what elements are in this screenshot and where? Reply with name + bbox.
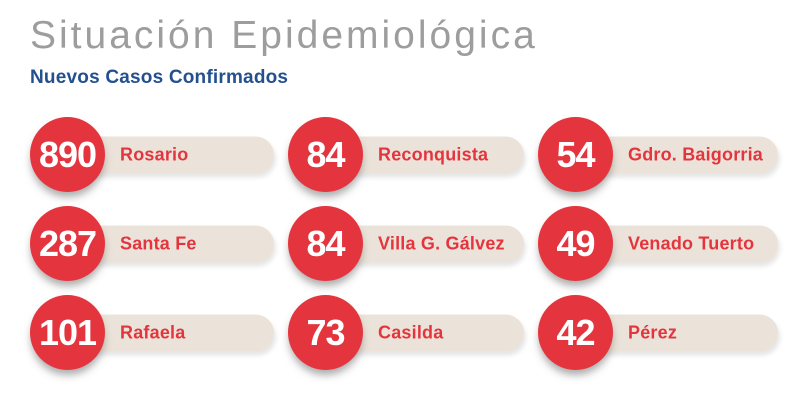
badge-label: Venado Tuerto — [628, 233, 755, 253]
badge-rosario: 890 Rosario — [30, 117, 274, 192]
page-title: Situación Epidemiológica — [30, 14, 538, 57]
badge-casilda: 73 Casilda — [288, 295, 524, 370]
badge-count: 42 — [538, 295, 613, 370]
badge-venado-tuerto: 49 Venado Tuerto — [538, 206, 778, 281]
page-subtitle: Nuevos Casos Confirmados — [30, 66, 289, 88]
badge-count: 101 — [30, 295, 105, 370]
badge-label: Santa Fe — [120, 233, 197, 253]
badge-grid: 890 Rosario 84 Reconquista 54 Gdro. Baig… — [30, 117, 778, 370]
badge-reconquista: 84 Reconquista — [288, 117, 524, 192]
badge-villa-g-galvez: 84 Villa G. Gálvez — [288, 206, 524, 281]
badge-count: 287 — [30, 206, 105, 281]
badge-label: Gdro. Baigorria — [628, 144, 764, 164]
badge-count: 73 — [288, 295, 363, 370]
badge-label: Pérez — [628, 322, 678, 342]
badge-label: Reconquista — [378, 144, 489, 164]
badge-label: Villa G. Gálvez — [378, 233, 505, 253]
badge-santa-fe: 287 Santa Fe — [30, 206, 274, 281]
badge-rafaela: 101 Rafaela — [30, 295, 274, 370]
badge-count: 54 — [538, 117, 613, 192]
badge-gdro-baigorria: 54 Gdro. Baigorria — [538, 117, 778, 192]
header: Situación Epidemiológica Nuevos Casos Co… — [30, 14, 538, 89]
badge-count: 890 — [30, 117, 105, 192]
badge-perez: 42 Pérez — [538, 295, 778, 370]
badge-label: Rafaela — [120, 322, 186, 342]
badge-count: 84 — [288, 117, 363, 192]
badge-count: 49 — [538, 206, 613, 281]
badge-label: Rosario — [120, 144, 189, 164]
badge-label: Casilda — [378, 322, 444, 342]
badge-count: 84 — [288, 206, 363, 281]
